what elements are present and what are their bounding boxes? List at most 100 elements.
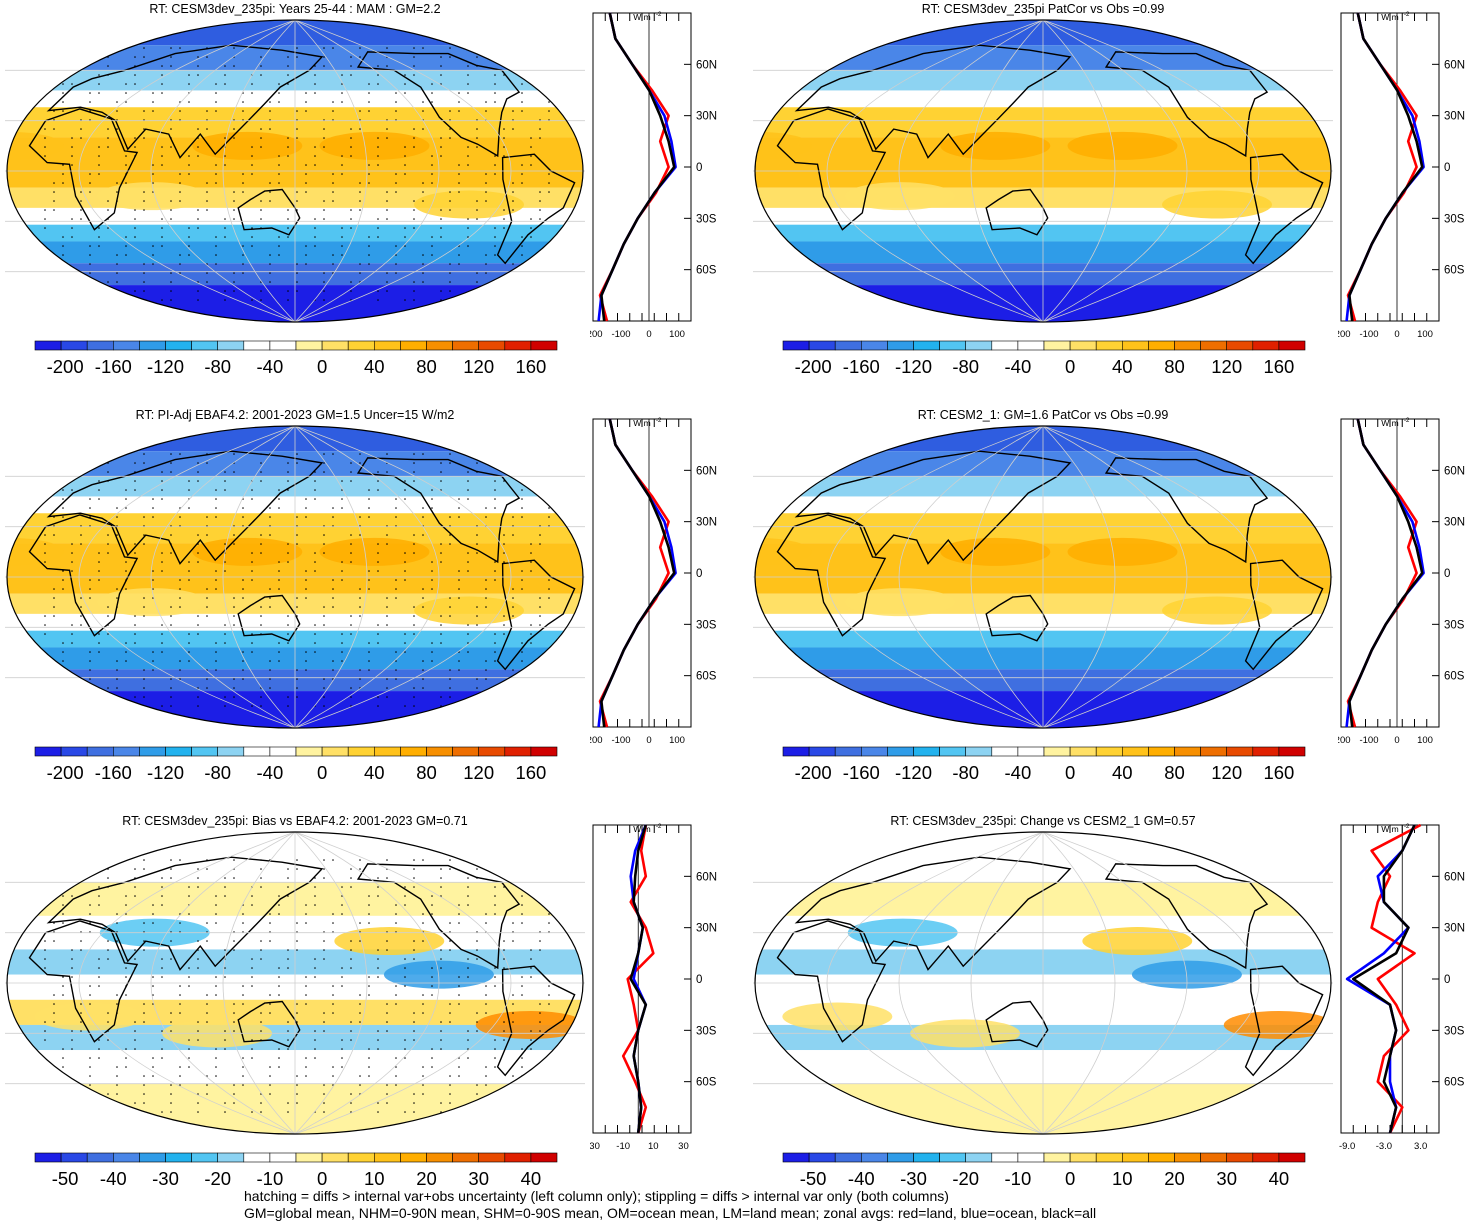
colorbar-swatch	[478, 1152, 506, 1163]
colorbar-label: -20	[952, 1168, 979, 1189]
colorbar-swatch	[269, 1152, 297, 1163]
panel-5: RT: CESM3dev_235pi: Bias vs EBAF4.2: 200…	[0, 812, 735, 1212]
colorbar-swatch	[1174, 1152, 1201, 1163]
colorbar-swatch	[269, 746, 297, 757]
colorbar-label: -40	[100, 1168, 127, 1189]
colorbar-label: -80	[952, 356, 979, 377]
colorbar-swatch	[1252, 746, 1280, 757]
colorbar-swatch	[34, 340, 62, 351]
continent-outline	[237, 594, 301, 642]
panel-1: RT: CESM3dev_235pi: Years 25-44 : MAM : …	[0, 0, 735, 400]
colorbar-swatch	[939, 746, 967, 757]
colorbar-swatch	[60, 340, 88, 351]
colorbar-label: -40	[1005, 762, 1032, 783]
colorbar-swatch	[1278, 746, 1306, 757]
colorbar-swatch	[452, 746, 480, 757]
colorbar-label: 20	[1164, 1168, 1185, 1189]
field-blob	[1223, 1010, 1331, 1039]
graticule	[5, 425, 585, 729]
colorbar-swatch	[1121, 340, 1149, 351]
continent-outline	[1104, 457, 1269, 564]
footer-line-1: hatching = diffs > internal var+obs unce…	[244, 1188, 949, 1204]
continent-outline	[985, 188, 1049, 236]
field-blob	[940, 131, 1051, 160]
map	[5, 831, 585, 1135]
colorbar-label: 160	[515, 762, 546, 783]
colorbar-swatch	[913, 746, 940, 757]
lat-label: 0	[696, 974, 702, 986]
lat-label: 30S	[1444, 213, 1465, 225]
colorbar-label: 40	[364, 356, 385, 377]
colorbar-swatch	[373, 1152, 401, 1163]
colorbar-swatch	[400, 1152, 427, 1163]
colorbar-label: -120	[147, 356, 184, 377]
field-blob	[319, 131, 430, 160]
colorbar-label: 40	[1112, 356, 1133, 377]
continent-outline	[776, 514, 887, 637]
colorbar-label: 120	[1211, 762, 1242, 783]
colorbar-label: -10	[1005, 1168, 1032, 1189]
continent-outline	[985, 594, 1049, 642]
zonal-curve-land	[1370, 823, 1422, 1134]
colorbar-label: 40	[364, 762, 385, 783]
colorbar-swatch	[191, 340, 219, 351]
colorbar-swatch	[1148, 746, 1175, 757]
lat-label: 30S	[1444, 1025, 1465, 1037]
colorbar-swatch	[1252, 1152, 1280, 1163]
colorbar-swatch	[887, 746, 914, 757]
panel-title: RT: CESM2_1: GM=1.6 PatCor vs Obs =0.99	[917, 408, 1169, 422]
colorbar-swatch	[913, 340, 940, 351]
zonal-mean-plot: W m -2 60N 30N 0 30S 60S -30 -10 10 30	[590, 824, 717, 1152]
colorbar-label: 80	[1164, 762, 1185, 783]
colorbar-swatch	[400, 746, 427, 757]
continent-outline	[1104, 51, 1269, 158]
field-blob	[1162, 596, 1273, 625]
colorbar-label: 0	[1065, 356, 1075, 377]
colorbar-label: 120	[463, 356, 494, 377]
colorbar-swatch	[1095, 1152, 1123, 1163]
colorbar-swatch	[139, 1152, 166, 1163]
colorbar-swatch	[165, 340, 192, 351]
colorbar-label: 80	[416, 762, 437, 783]
zonal-unit-label: W m	[633, 12, 650, 22]
lat-label: 60S	[696, 1077, 717, 1089]
colorbar-swatch	[452, 1152, 480, 1163]
continent-outline	[496, 153, 576, 265]
colorbar-swatch	[113, 1152, 140, 1163]
continent-outline	[28, 920, 139, 1043]
colorbar: -200-160-120-80-4004080120160200	[782, 746, 1306, 783]
continent-outline	[1244, 153, 1324, 265]
zonal-unit-superscript: -2	[656, 12, 662, 18]
colorbar-swatch	[347, 1152, 375, 1163]
colorbar-swatch	[347, 746, 375, 757]
colorbar-swatch	[217, 746, 245, 757]
colorbar-swatch	[939, 1152, 967, 1163]
graticule	[753, 425, 1333, 729]
colorbar-swatch	[60, 1152, 88, 1163]
colorbar-swatch	[1278, 1152, 1306, 1163]
colorbar-label: -160	[95, 762, 132, 783]
panel-4: RT: CESM2_1: GM=1.6 PatCor vs Obs =0.99 W…	[748, 406, 1483, 806]
map	[753, 831, 1333, 1135]
zonal-tick-label: -200	[590, 735, 603, 746]
lat-label: 30N	[696, 923, 717, 935]
zonal-unit-superscript: -2	[656, 824, 662, 830]
colorbar-swatch	[1043, 340, 1071, 351]
continent-outline	[1244, 965, 1324, 1077]
colorbar-label: -40	[257, 356, 284, 377]
colorbar-swatch	[939, 340, 967, 351]
colorbar-label: 80	[1164, 356, 1185, 377]
colorbar-swatch	[373, 746, 401, 757]
colorbar-swatch	[808, 746, 836, 757]
zonal-mean-plot: W m -2 60N 30N 0 30S 60S -9.0 -3.0 3.0	[1339, 823, 1465, 1152]
panel-title: RT: CESM3dev_235pi: Years 25-44 : MAM : …	[149, 2, 441, 16]
colorbar-swatch	[217, 340, 245, 351]
colorbar-label: -50	[52, 1168, 79, 1189]
map-border	[6, 19, 584, 323]
colorbar-swatch	[86, 1152, 114, 1163]
zonal-tick-label: 100	[669, 735, 685, 746]
lat-label: 30S	[696, 1025, 717, 1037]
continent-outline	[28, 108, 139, 231]
colorbar-swatch	[1252, 340, 1280, 351]
lat-label: 60N	[1444, 59, 1465, 71]
